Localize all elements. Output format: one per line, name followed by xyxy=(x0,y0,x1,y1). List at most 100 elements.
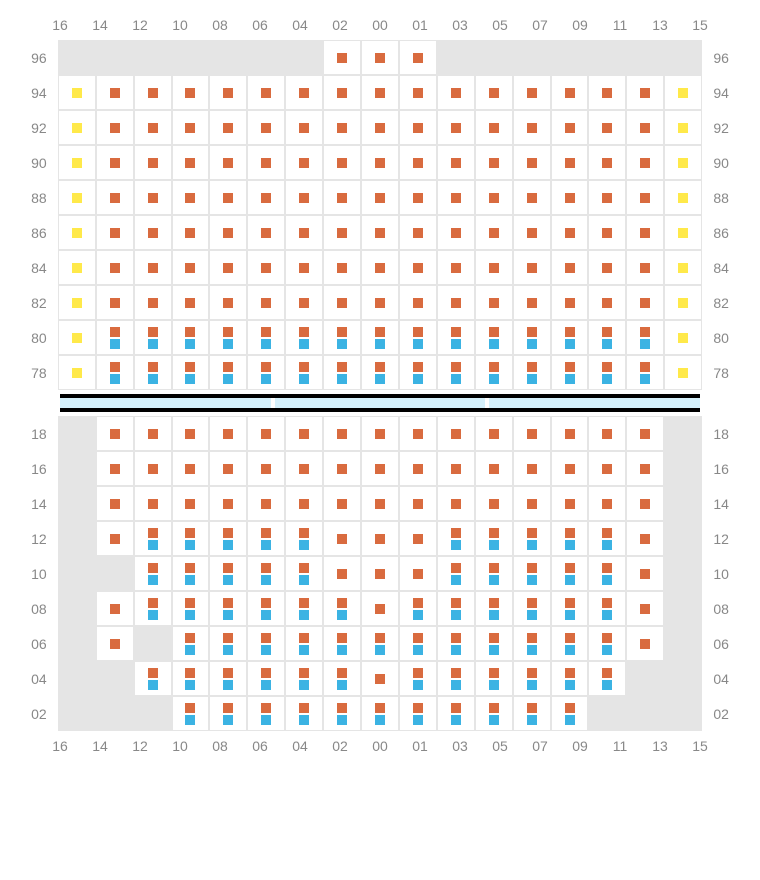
seat-cell[interactable] xyxy=(247,180,285,215)
seat-cell[interactable] xyxy=(209,451,247,486)
seat-cell[interactable] xyxy=(172,145,210,180)
seat-cell[interactable] xyxy=(134,145,172,180)
seat-cell[interactable] xyxy=(96,110,134,145)
seat-cell[interactable] xyxy=(588,145,626,180)
seat-cell[interactable] xyxy=(551,451,589,486)
seat-cell[interactable] xyxy=(588,591,626,626)
seat-cell[interactable] xyxy=(551,75,589,110)
seat-cell[interactable] xyxy=(96,75,134,110)
seat-cell[interactable] xyxy=(475,215,513,250)
seat-cell[interactable] xyxy=(399,416,437,451)
seat-cell[interactable] xyxy=(437,521,475,556)
seat-cell[interactable] xyxy=(209,416,247,451)
seat-cell[interactable] xyxy=(361,40,399,75)
seat-cell[interactable] xyxy=(437,180,475,215)
seat-cell[interactable] xyxy=(588,355,626,390)
seat-cell[interactable] xyxy=(588,661,626,696)
seat-cell[interactable] xyxy=(323,40,361,75)
seat-cell[interactable] xyxy=(58,180,96,215)
seat-cell[interactable] xyxy=(513,180,551,215)
seat-cell[interactable] xyxy=(247,320,285,355)
seat-cell[interactable] xyxy=(437,215,475,250)
seat-cell[interactable] xyxy=(285,521,323,556)
seat-cell[interactable] xyxy=(323,285,361,320)
seat-cell[interactable] xyxy=(626,145,664,180)
seat-cell[interactable] xyxy=(285,451,323,486)
seat-cell[interactable] xyxy=(134,110,172,145)
seat-cell[interactable] xyxy=(513,696,551,731)
seat-cell[interactable] xyxy=(437,145,475,180)
seat-cell[interactable] xyxy=(247,250,285,285)
seat-cell[interactable] xyxy=(172,626,210,661)
seat-cell[interactable] xyxy=(513,626,551,661)
seat-cell[interactable] xyxy=(588,180,626,215)
seat-cell[interactable] xyxy=(588,416,626,451)
seat-cell[interactable] xyxy=(209,215,247,250)
seat-cell[interactable] xyxy=(513,556,551,591)
seat-cell[interactable] xyxy=(58,355,96,390)
seat-cell[interactable] xyxy=(96,486,134,521)
seat-cell[interactable] xyxy=(172,486,210,521)
seat-cell[interactable] xyxy=(209,661,247,696)
seat-cell[interactable] xyxy=(247,661,285,696)
seat-cell[interactable] xyxy=(58,320,96,355)
seat-cell[interactable] xyxy=(361,180,399,215)
seat-cell[interactable] xyxy=(475,110,513,145)
seat-cell[interactable] xyxy=(588,486,626,521)
seat-cell[interactable] xyxy=(285,696,323,731)
seat-cell[interactable] xyxy=(664,250,702,285)
seat-cell[interactable] xyxy=(134,416,172,451)
seat-cell[interactable] xyxy=(513,486,551,521)
seat-cell[interactable] xyxy=(399,320,437,355)
seat-cell[interactable] xyxy=(361,451,399,486)
seat-cell[interactable] xyxy=(437,250,475,285)
seat-cell[interactable] xyxy=(209,180,247,215)
seat-cell[interactable] xyxy=(172,180,210,215)
seat-cell[interactable] xyxy=(664,75,702,110)
seat-cell[interactable] xyxy=(285,285,323,320)
seat-cell[interactable] xyxy=(172,521,210,556)
seat-cell[interactable] xyxy=(513,285,551,320)
seat-cell[interactable] xyxy=(247,451,285,486)
seat-cell[interactable] xyxy=(361,285,399,320)
seat-cell[interactable] xyxy=(247,145,285,180)
seat-cell[interactable] xyxy=(513,320,551,355)
seat-cell[interactable] xyxy=(172,416,210,451)
seat-cell[interactable] xyxy=(361,626,399,661)
seat-cell[interactable] xyxy=(664,215,702,250)
seat-cell[interactable] xyxy=(361,110,399,145)
seat-cell[interactable] xyxy=(399,696,437,731)
seat-cell[interactable] xyxy=(323,320,361,355)
seat-cell[interactable] xyxy=(588,250,626,285)
seat-cell[interactable] xyxy=(588,556,626,591)
seat-cell[interactable] xyxy=(323,591,361,626)
seat-cell[interactable] xyxy=(437,591,475,626)
seat-cell[interactable] xyxy=(96,215,134,250)
seat-cell[interactable] xyxy=(209,626,247,661)
seat-cell[interactable] xyxy=(247,556,285,591)
seat-cell[interactable] xyxy=(96,145,134,180)
seat-cell[interactable] xyxy=(247,626,285,661)
seat-cell[interactable] xyxy=(588,285,626,320)
seat-cell[interactable] xyxy=(172,320,210,355)
seat-cell[interactable] xyxy=(285,145,323,180)
seat-cell[interactable] xyxy=(96,320,134,355)
seat-cell[interactable] xyxy=(285,556,323,591)
seat-cell[interactable] xyxy=(399,285,437,320)
seat-cell[interactable] xyxy=(475,145,513,180)
seat-cell[interactable] xyxy=(551,145,589,180)
seat-cell[interactable] xyxy=(361,145,399,180)
seat-cell[interactable] xyxy=(399,451,437,486)
seat-cell[interactable] xyxy=(399,591,437,626)
seat-cell[interactable] xyxy=(475,626,513,661)
seat-cell[interactable] xyxy=(475,355,513,390)
seat-cell[interactable] xyxy=(209,521,247,556)
seat-cell[interactable] xyxy=(626,521,664,556)
seat-cell[interactable] xyxy=(513,661,551,696)
seat-cell[interactable] xyxy=(361,661,399,696)
seat-cell[interactable] xyxy=(285,591,323,626)
seat-cell[interactable] xyxy=(172,215,210,250)
seat-cell[interactable] xyxy=(664,145,702,180)
seat-cell[interactable] xyxy=(323,661,361,696)
seat-cell[interactable] xyxy=(437,355,475,390)
